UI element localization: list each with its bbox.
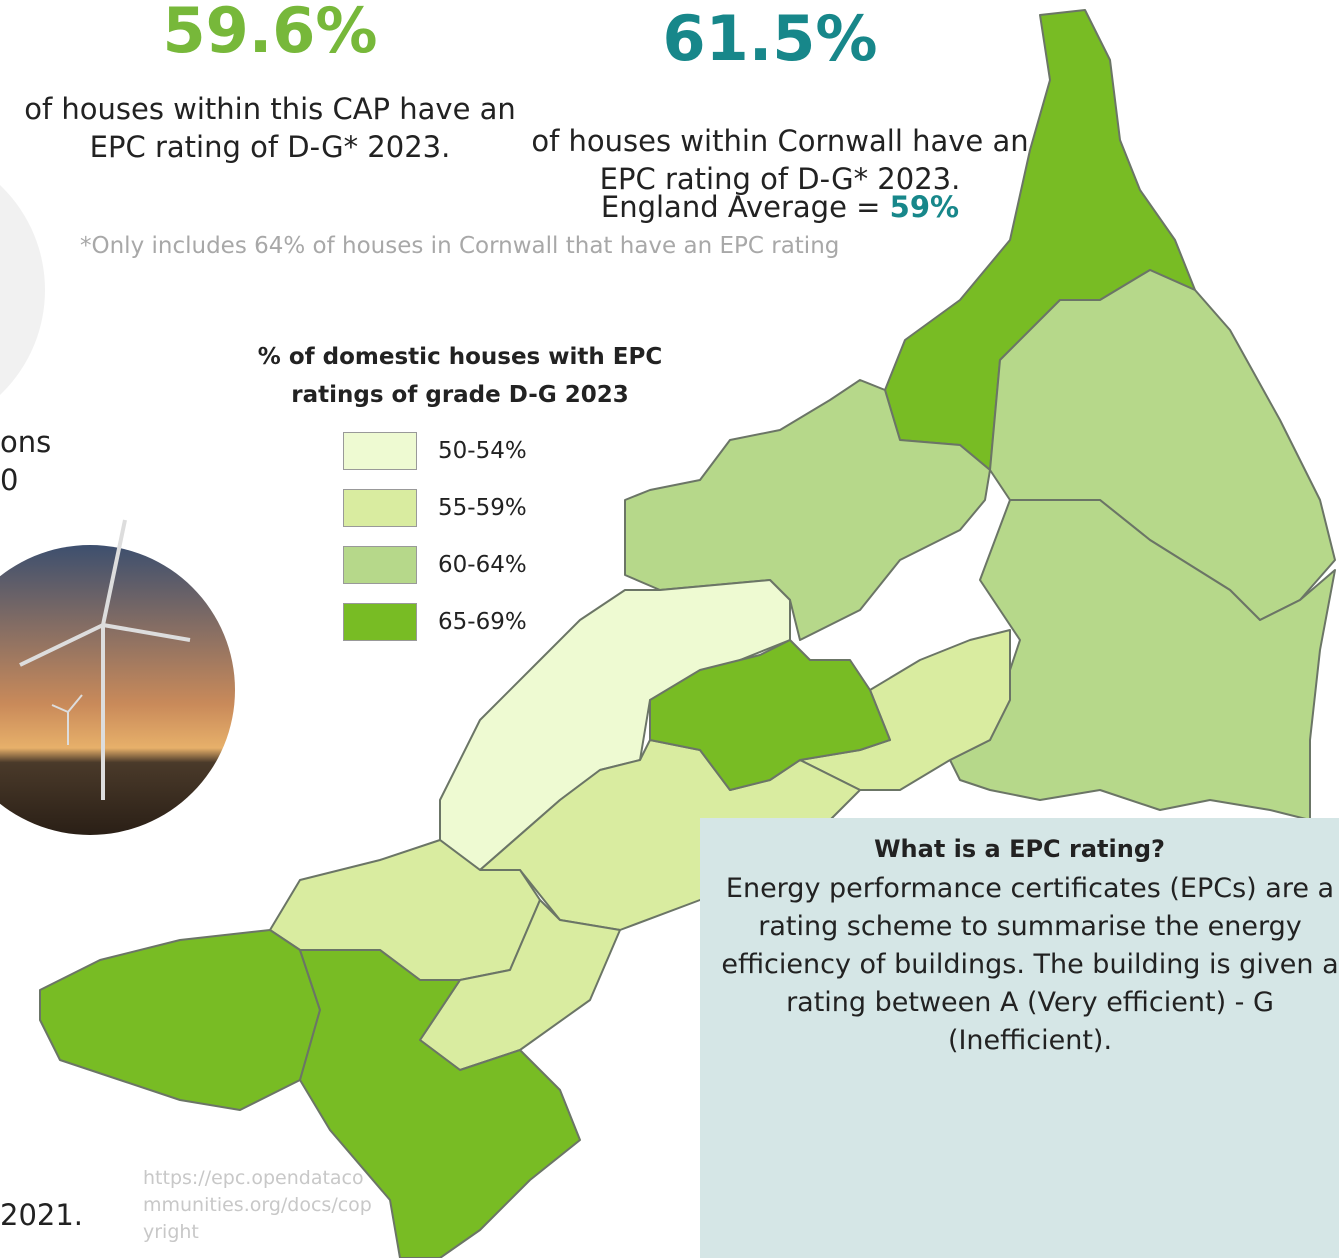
decor-circle [0, 185, 45, 395]
england-value: 59% [889, 190, 960, 224]
left-fragment: 0 [0, 463, 19, 497]
info-box-bg [700, 818, 1339, 1258]
left-fragment: 2021. [0, 1198, 84, 1232]
region [299, 949, 581, 1258]
turbine-photo [0, 545, 235, 835]
info-text: Energy performance certificates (EPCs) a… [721, 873, 1339, 1056]
turbines [19, 519, 191, 800]
legend-swatch [343, 546, 417, 584]
legend-swatch [343, 489, 417, 527]
cornwall-text: of houses within Cornwall have an EPC ra… [531, 124, 1029, 196]
legend-title: % of domestic houses with EPC ratings of… [257, 344, 663, 408]
cap-value: 59.6% [162, 0, 378, 67]
region [39, 929, 321, 1111]
source: https://epc.opendatacommunities.org/docs… [143, 1167, 372, 1243]
legend-label: 60-64% [438, 552, 527, 578]
cap-text: of houses within this CAP have an EPC ra… [24, 92, 516, 164]
england-line: England Average = 59% [530, 190, 1030, 224]
legend-swatch [343, 603, 417, 641]
legend-swatch [343, 432, 417, 470]
cornwall-value: 61.5% [662, 2, 878, 75]
footnote: *Only includes 64% of houses in Cornwall… [80, 233, 840, 259]
legend-label: 65-69% [438, 609, 527, 635]
info-title: What is a EPC rating? [874, 835, 1165, 863]
region [649, 639, 891, 791]
legend-label: 50-54% [438, 438, 527, 464]
legend-label: 55-59% [438, 495, 527, 521]
left-fragment: ons [0, 425, 52, 459]
england-label: England Average = [600, 190, 881, 224]
